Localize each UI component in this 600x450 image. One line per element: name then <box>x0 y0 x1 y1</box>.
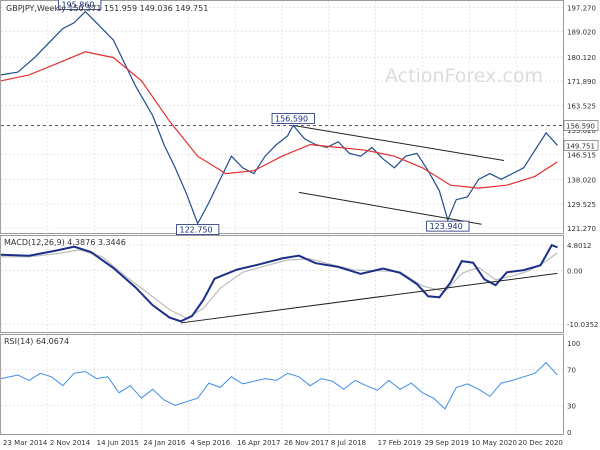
price-tick-label: 129.525 <box>567 201 596 209</box>
rsi-tick-label: 0 <box>567 429 571 437</box>
rsi-tick-label: 70 <box>567 367 576 375</box>
price-annotation-box <box>58 0 102 10</box>
macd-tick-label: -10.0352 <box>567 321 598 329</box>
price-panel-title: GBPJPY,Weekly 150.371 151.959 149.036 14… <box>6 4 208 13</box>
price-tick-label: 121.270 <box>567 225 596 233</box>
price-tick-label: 171.890 <box>567 78 596 86</box>
x-tick-label: 26 Nov 2017 <box>284 439 329 447</box>
price-tag-label: 156.590 <box>566 122 595 130</box>
macd-tick-label: 0.00 <box>567 268 583 276</box>
x-tick-label: 14 Jun 2015 <box>97 439 139 447</box>
price-tick-label: 155.020 <box>567 127 596 135</box>
moving-average-line <box>0 51 558 189</box>
price-annotation-label: 156.590 <box>275 114 308 123</box>
x-axis-labels: 23 Mar 2014 2 Nov 2014 14 Jun 2015 24 Jan 2… <box>3 439 563 447</box>
x-tick-label: 10 May 2020 <box>471 439 517 447</box>
price-tick-label: 180.120 <box>567 54 596 62</box>
price-tag-box <box>563 139 599 151</box>
x-tick-label: 17 Feb 2019 <box>378 439 422 447</box>
channel-lower-trendline <box>298 191 482 225</box>
channel-upper-trendline <box>293 124 505 161</box>
macd-axis-labels: 4.8012 0.00 -10.0352 <box>567 242 598 329</box>
x-tick-label: 29 Sep 2019 <box>425 439 469 447</box>
x-tick-label: 23 Mar 2014 <box>3 439 48 447</box>
rsi-panel-title: RSI(14) 64.0674 <box>4 337 69 346</box>
macd-tick-label: 4.8012 <box>567 242 592 250</box>
rsi-tick-label: 30 <box>567 402 576 410</box>
x-tick-label: 8 Jul 2018 <box>331 439 366 447</box>
price-annotation-label: 195.860 <box>61 1 94 10</box>
x-tick-label: 2 Nov 2014 <box>50 439 91 447</box>
x-tick-label: 4 Sep 2016 <box>190 439 230 447</box>
x-tick-label: 16 Apr 2017 <box>237 439 280 447</box>
price-tag-label: 149.751 <box>566 142 595 150</box>
price-annotation-box <box>271 113 315 124</box>
macd-grid <box>0 236 563 332</box>
price-annotation-box <box>426 220 470 232</box>
price-annotations: 195.860 122.750 156.590 123.940 <box>58 0 470 235</box>
x-tick-label: 24 Jan 2016 <box>144 439 187 447</box>
price-annotation-label: 123.940 <box>430 222 463 231</box>
macd-line <box>0 243 558 323</box>
rsi-axis-labels: 100 70 30 0 <box>567 340 580 437</box>
rsi-line <box>0 361 558 410</box>
rsi-grid <box>0 335 563 434</box>
rsi-tick-label: 100 <box>567 340 580 348</box>
macd-support-trendline <box>180 272 558 324</box>
price-axis-labels: 156.590 149.751 <box>563 120 599 151</box>
price-tick-label: 138.020 <box>567 176 596 184</box>
price-tick-label: 189.020 <box>567 28 596 36</box>
price-series-line <box>0 10 558 226</box>
price-tick-label: 197.270 <box>567 4 596 12</box>
price-tick-label: 146.515 <box>567 152 596 160</box>
watermark: ActionForex.com <box>385 65 543 87</box>
price-tick-label: 163.525 <box>567 102 596 110</box>
price-tag-box <box>563 120 599 131</box>
macd-signal-line <box>1 249 558 319</box>
x-tick-label: 20 Dec 2020 <box>518 439 563 447</box>
price-annotation-label: 122.750 <box>180 226 213 235</box>
price-annotation-box <box>176 224 220 235</box>
macd-panel-title: MACD(12,26,9) 4.3876 3.3446 <box>4 238 126 247</box>
